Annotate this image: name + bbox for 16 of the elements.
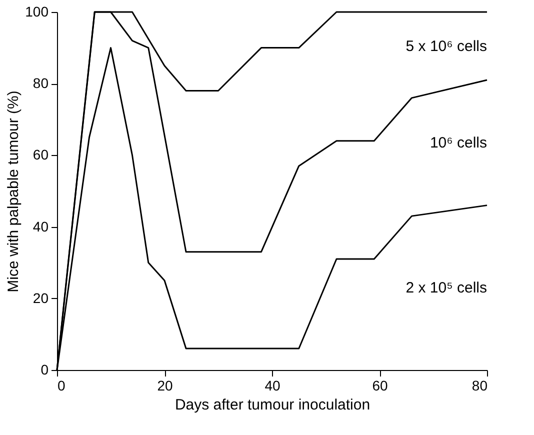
y-tick-label: 0: [40, 362, 49, 378]
x-axis-title: Days after tumour inoculation: [174, 396, 370, 414]
y-axis-title: Mice with palpable tumour (%): [5, 90, 22, 292]
x-tick-label: 80: [472, 378, 488, 394]
y-tick-label: 20: [32, 290, 49, 306]
y-tick-label: 100: [25, 4, 49, 20]
x-tick-label: 20: [157, 378, 173, 394]
y-tick-label: 60: [32, 146, 49, 163]
x-tick-label: 0: [58, 378, 66, 394]
x-tick-label: 40: [264, 378, 280, 394]
y-tick-label: 40: [32, 218, 49, 234]
series-label: 5 x 10⁶ cells: [406, 38, 487, 56]
text: 2 x 10⁵ cells: [406, 280, 487, 297]
y-tick-label: 80: [32, 75, 49, 92]
x-tick-label: 60: [372, 378, 388, 394]
text: 10⁶ cells: [430, 134, 487, 152]
